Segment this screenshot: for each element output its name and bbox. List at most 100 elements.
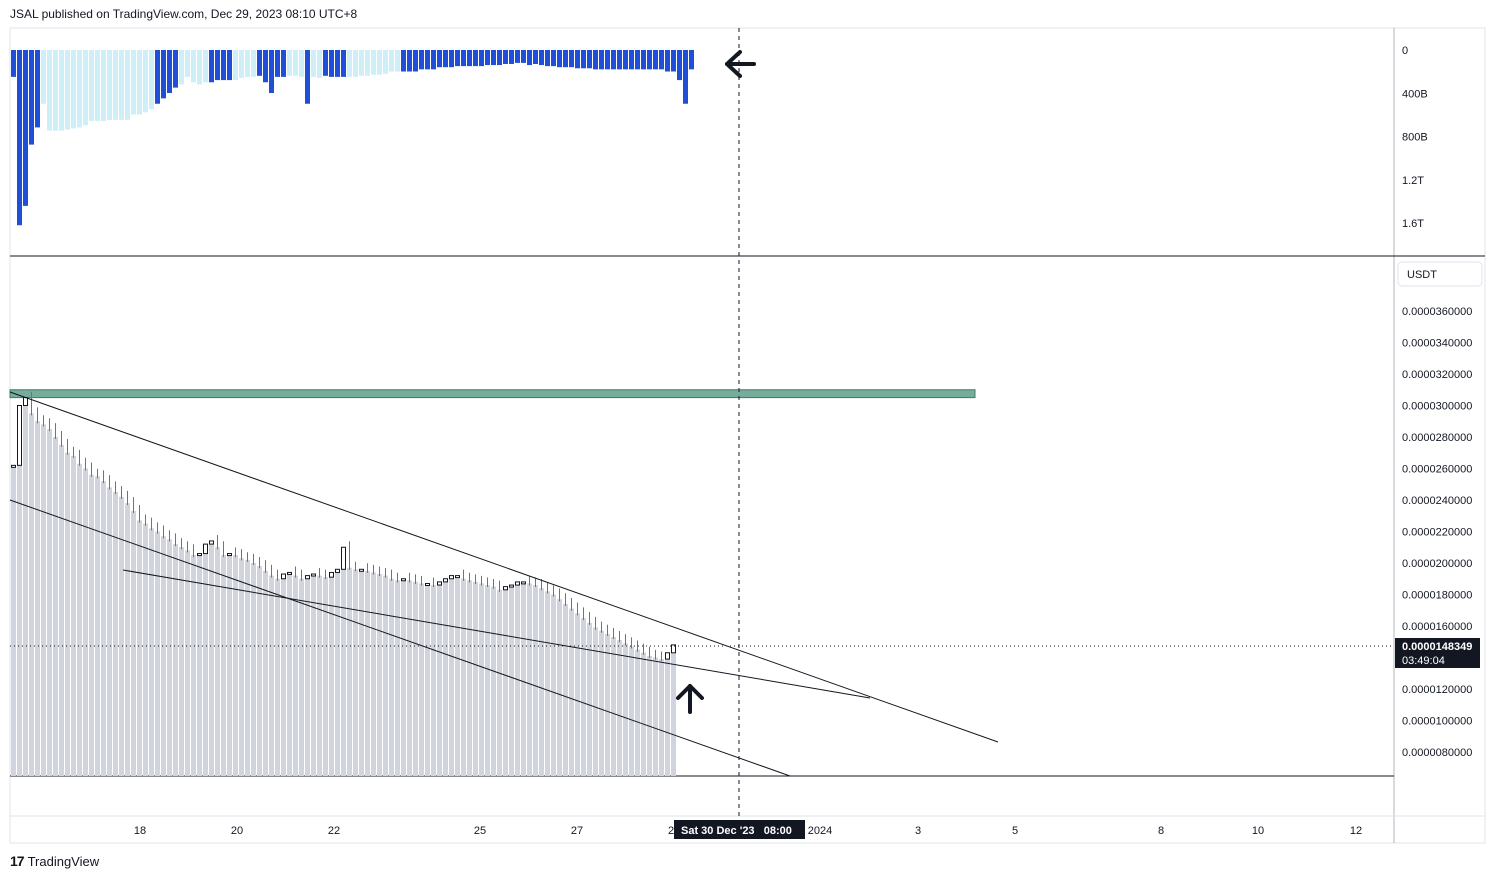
price-axis: 0.0000360000 0.0000340000 0.0000320000 0.00…	[1402, 306, 1472, 759]
volume-bar	[491, 50, 496, 66]
shadow-bar	[383, 575, 388, 776]
shadow-bar	[419, 583, 424, 776]
candle	[197, 553, 202, 557]
volume-bar	[95, 50, 100, 121]
shadow-bar	[311, 574, 316, 776]
volume-bar	[437, 50, 442, 68]
volume-bar	[143, 50, 148, 113]
shadow-bar	[347, 567, 352, 776]
upper-trendline[interactable]	[9, 391, 999, 743]
volume-bar	[389, 50, 394, 72]
volume-bar	[551, 50, 556, 67]
shadow-bar	[215, 547, 220, 776]
countdown-value: 03:49:04	[1402, 655, 1445, 667]
candle	[305, 575, 310, 580]
shadow-bar	[251, 563, 256, 776]
lower-trendline[interactable]	[9, 499, 791, 777]
tradingview-footer[interactable]: 17 TradingView	[10, 853, 99, 869]
volume-bar	[299, 50, 304, 77]
volume-bar	[521, 50, 526, 63]
volume-bar	[335, 50, 340, 77]
volume-bar	[527, 50, 532, 66]
price-tick-label: 0.0000300000	[1402, 401, 1472, 413]
shadow-bar	[287, 572, 292, 776]
volume-bar	[341, 50, 346, 77]
shadow-bar	[233, 555, 238, 776]
shadow-bar	[29, 413, 34, 776]
volume-bar	[623, 50, 628, 70]
volume-bar	[113, 50, 118, 120]
volume-bar	[497, 50, 502, 66]
shadow-bar	[77, 463, 82, 776]
volume-bar	[407, 50, 412, 72]
volume-bar	[77, 50, 82, 128]
volume-bar	[173, 50, 178, 88]
shadow-bar	[269, 575, 274, 776]
time-tick-label: 25	[474, 825, 486, 837]
currency-button[interactable]	[1397, 261, 1483, 287]
volume-bar	[671, 50, 676, 72]
up-arrow-icon	[676, 684, 704, 714]
volume-bar	[479, 50, 484, 67]
volume-bar	[47, 50, 52, 131]
candle	[227, 553, 232, 557]
shadow-bars	[11, 397, 676, 776]
shadow-bar	[191, 555, 196, 776]
price-tick-label: 0.0000080000	[1402, 747, 1472, 759]
shadow-bar	[179, 547, 184, 776]
shadow-bar	[335, 569, 340, 776]
volume-bar	[59, 50, 64, 131]
time-tick-label: 18	[134, 825, 146, 837]
volume-bar	[677, 50, 682, 81]
time-tick-label: 5	[1012, 825, 1018, 837]
price-tick-label: 0.0000160000	[1402, 621, 1472, 633]
volume-tick-label: 1.6T	[1402, 218, 1424, 230]
candle	[335, 568, 340, 573]
chart-frame	[9, 27, 1486, 844]
shadow-bar	[209, 540, 214, 776]
shadow-bar	[635, 649, 640, 776]
volume-bar	[269, 50, 274, 93]
mid-trendline[interactable]	[122, 569, 871, 699]
shadow-bar	[113, 492, 118, 776]
shadow-bar	[437, 581, 442, 776]
volume-bar	[323, 50, 328, 76]
shadow-bar	[569, 608, 574, 776]
price-tick-label: 0.0000120000	[1402, 684, 1472, 696]
shadow-bar	[149, 528, 154, 776]
volume-bar	[197, 50, 202, 85]
shadow-bar	[185, 550, 190, 776]
shadow-bar	[359, 569, 364, 776]
currency-label[interactable]: USDT	[1407, 269, 1437, 281]
volume-bar	[155, 50, 160, 104]
shadow-bar	[221, 555, 226, 776]
volume-bar	[17, 50, 22, 226]
volume-bar	[263, 50, 268, 83]
volume-bar	[365, 50, 370, 76]
shadow-bar	[245, 559, 250, 776]
volume-bar	[353, 50, 358, 77]
crosshair-time-label: Sat 30 Dec '23 08:00	[681, 825, 792, 837]
shadow-bar	[617, 640, 622, 776]
shadow-bar	[119, 496, 124, 776]
last-price-badge	[1395, 638, 1480, 654]
volume-bar	[71, 50, 76, 129]
shadow-bar	[455, 575, 460, 776]
shadow-bar	[197, 553, 202, 776]
left-arrow-icon	[725, 50, 756, 78]
shadow-bar	[107, 487, 112, 776]
volume-bar	[257, 50, 262, 76]
shadow-bar	[491, 586, 496, 776]
volume-tick-label: 400B	[1402, 88, 1428, 100]
volume-bar	[83, 50, 88, 126]
shadow-bar	[53, 437, 58, 776]
shadow-bar	[659, 659, 664, 776]
resistance-zone[interactable]	[9, 389, 976, 399]
volume-bar	[311, 50, 316, 77]
volume-bar	[233, 50, 238, 81]
time-tick-label: 27	[571, 825, 583, 837]
shadow-bar	[575, 613, 580, 776]
volume-bar	[317, 50, 322, 78]
volume-bar	[413, 50, 418, 72]
